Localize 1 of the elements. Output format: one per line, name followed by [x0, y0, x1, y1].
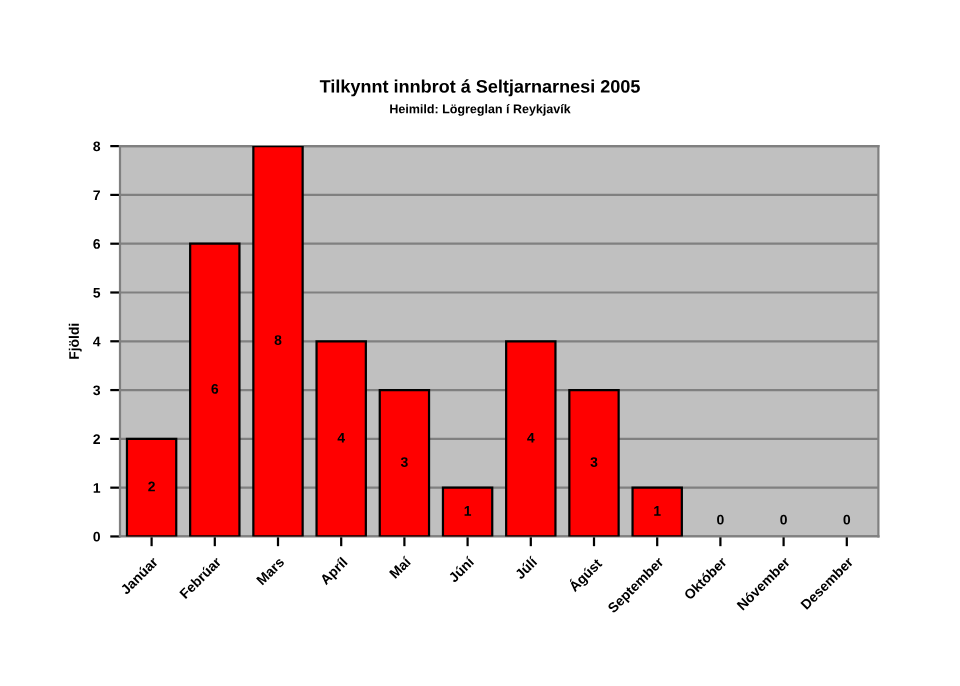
chart-title: Tilkynnt innbrot á Seltjarnarnesi 2005 [319, 79, 640, 97]
